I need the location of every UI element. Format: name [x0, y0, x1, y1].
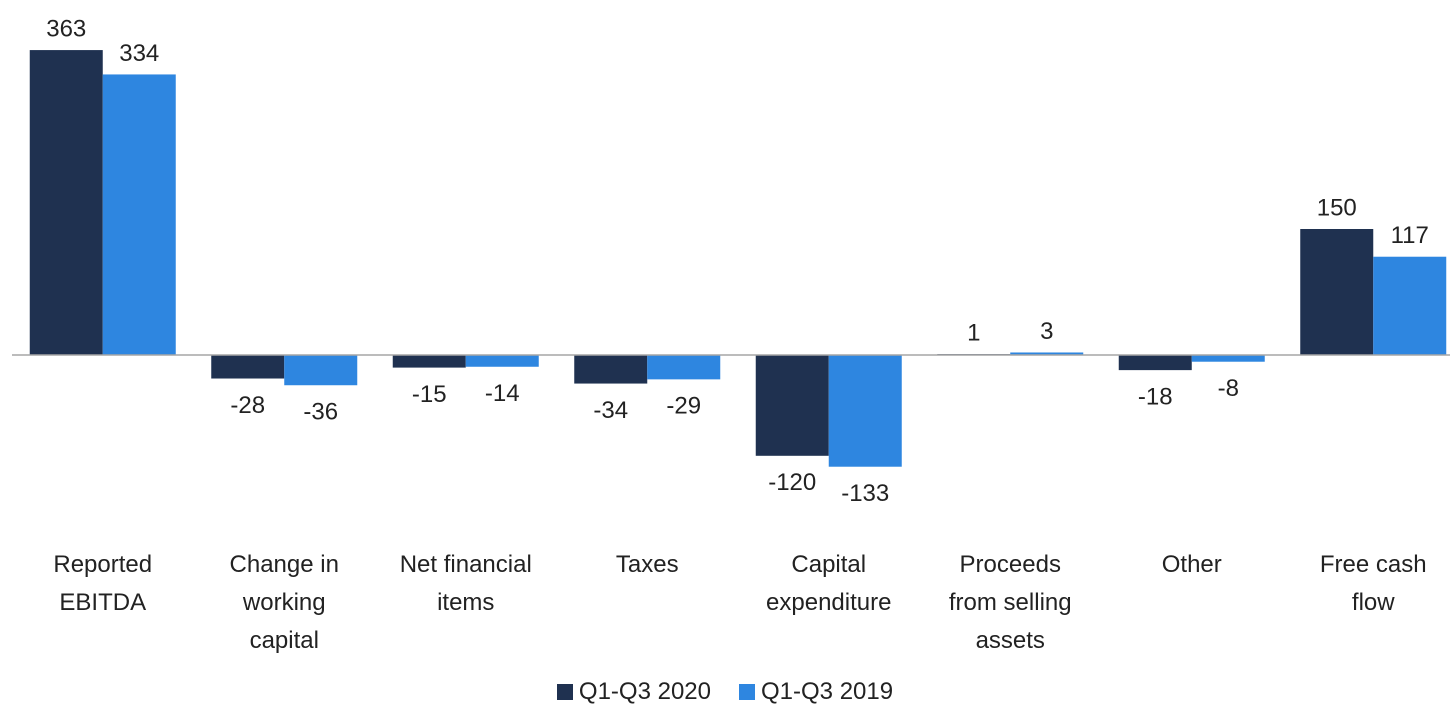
- bar: [828, 355, 902, 467]
- data-label: 1: [967, 320, 980, 347]
- legend-label: Q1-Q3 2019: [761, 678, 894, 705]
- data-label: -8: [1218, 375, 1239, 402]
- bar: [574, 355, 648, 384]
- x-tick-label: Capital expenditure: [766, 551, 892, 616]
- legend-item: Q1-Q3 2019: [739, 678, 893, 706]
- data-label: -29: [666, 393, 701, 420]
- bar: [392, 355, 466, 368]
- bar: [647, 355, 721, 380]
- bar: [284, 355, 358, 386]
- data-label: -133: [841, 480, 889, 507]
- data-label: 3: [1040, 318, 1053, 345]
- x-tick-label: Net financial items: [399, 551, 532, 616]
- data-label: 150: [1317, 194, 1357, 221]
- bar: [1118, 355, 1192, 371]
- bar: [1373, 256, 1447, 355]
- x-tick-label: Proceeds from selling assets: [948, 551, 1072, 654]
- bar: [1010, 352, 1084, 355]
- x-tick-label: Other: [1161, 551, 1222, 578]
- legend: Q1-Q3 2020 Q1-Q3 2019: [0, 678, 1450, 707]
- legend-swatch: [739, 684, 755, 700]
- data-label: -15: [412, 381, 447, 408]
- data-label: 334: [119, 40, 159, 67]
- data-label: -28: [230, 392, 265, 419]
- data-label: 117: [1391, 222, 1429, 249]
- bar: [1300, 229, 1374, 355]
- data-label: -120: [768, 469, 816, 496]
- legend-label: Q1-Q3 2020: [578, 678, 711, 705]
- bar: [465, 355, 539, 367]
- data-label: -34: [593, 397, 628, 424]
- x-tick-label: Change in working capital: [229, 551, 339, 654]
- data-label: -18: [1138, 383, 1173, 410]
- x-tick-label: Taxes: [615, 551, 679, 578]
- data-label: -14: [485, 380, 520, 407]
- bar: [102, 74, 176, 355]
- data-label: 363: [46, 15, 86, 42]
- legend-swatch: [556, 684, 573, 700]
- data-label: -36: [303, 399, 338, 426]
- x-tick-label: Reported EBITDA: [53, 551, 153, 616]
- bar: [755, 355, 829, 456]
- x-tick-label: Free cash flow: [1319, 551, 1427, 616]
- legend-item: Q1-Q3 2020: [556, 678, 711, 706]
- bar: [29, 50, 103, 356]
- bar: [211, 355, 285, 379]
- bar: [1191, 355, 1265, 362]
